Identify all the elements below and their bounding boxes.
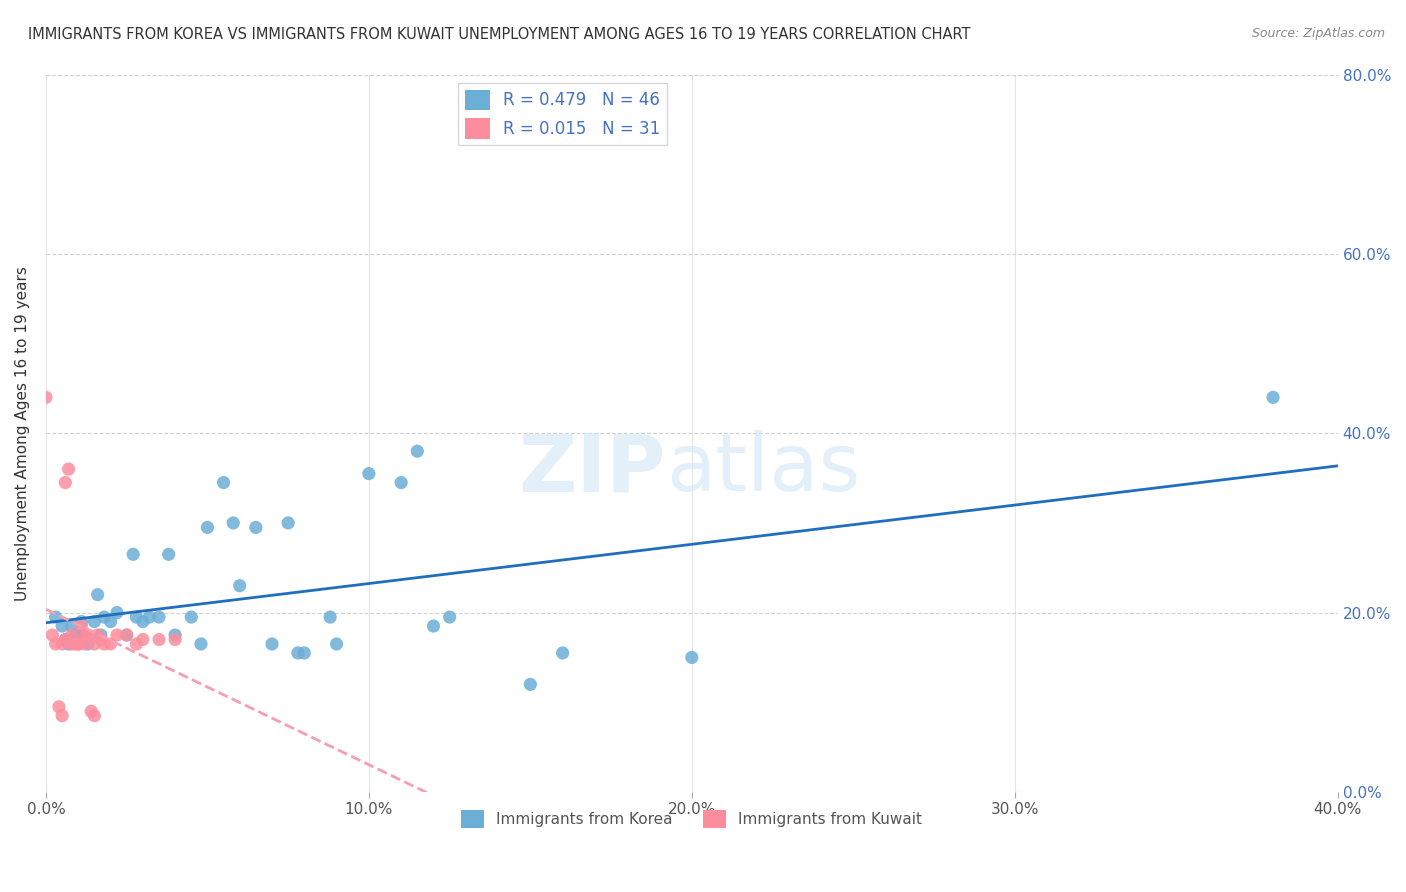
- Text: atlas: atlas: [666, 430, 860, 508]
- Point: [48, 699, 70, 714]
- Point: [70, 619, 93, 633]
- Point: [60, 619, 83, 633]
- Point: [681, 650, 703, 665]
- Point: [41, 628, 63, 642]
- Point: [105, 606, 128, 620]
- Point: [100, 615, 122, 629]
- Point: [70, 615, 93, 629]
- Point: [389, 475, 412, 490]
- Point: [90, 632, 112, 647]
- Point: [93, 610, 115, 624]
- Point: [228, 579, 250, 593]
- Point: [245, 520, 267, 534]
- Point: [148, 610, 170, 624]
- Point: [60, 637, 83, 651]
- Point: [132, 615, 155, 629]
- Point: [277, 516, 299, 530]
- Point: [157, 547, 180, 561]
- Point: [122, 547, 145, 561]
- Text: ZIP: ZIP: [519, 430, 666, 508]
- Point: [439, 610, 461, 624]
- Point: [53, 632, 76, 647]
- Point: [125, 637, 148, 651]
- Point: [45, 610, 67, 624]
- Point: [222, 516, 245, 530]
- Point: [51, 708, 73, 723]
- Point: [357, 467, 380, 481]
- Point: [80, 704, 103, 718]
- Point: [287, 646, 309, 660]
- Point: [60, 628, 83, 642]
- Point: [422, 619, 444, 633]
- Point: [77, 628, 100, 642]
- Point: [90, 628, 112, 642]
- Point: [73, 628, 96, 642]
- Text: IMMIGRANTS FROM KOREA VS IMMIGRANTS FROM KUWAIT UNEMPLOYMENT AMONG AGES 16 TO 19: IMMIGRANTS FROM KOREA VS IMMIGRANTS FROM…: [28, 27, 970, 42]
- Point: [260, 637, 283, 651]
- Point: [406, 444, 429, 458]
- Point: [148, 632, 170, 647]
- Point: [77, 637, 100, 651]
- Point: [83, 708, 105, 723]
- Point: [319, 610, 342, 624]
- Point: [67, 637, 90, 651]
- Point: [292, 646, 315, 660]
- Point: [35, 390, 58, 404]
- Point: [58, 462, 80, 476]
- Point: [63, 628, 86, 642]
- Point: [73, 628, 96, 642]
- Point: [197, 520, 219, 534]
- Point: [105, 628, 128, 642]
- Point: [132, 632, 155, 647]
- Point: [138, 610, 160, 624]
- Point: [519, 677, 541, 691]
- Point: [325, 637, 347, 651]
- Point: [83, 615, 105, 629]
- Point: [73, 637, 96, 651]
- Point: [58, 637, 80, 651]
- Point: [165, 628, 187, 642]
- Point: [63, 637, 86, 651]
- Point: [67, 637, 90, 651]
- Point: [53, 475, 76, 490]
- Point: [115, 628, 138, 642]
- Point: [67, 628, 90, 642]
- Point: [115, 628, 138, 642]
- Point: [165, 632, 187, 647]
- Point: [190, 637, 212, 651]
- Y-axis label: Unemployment Among Ages 16 to 19 years: Unemployment Among Ages 16 to 19 years: [15, 266, 30, 600]
- Point: [53, 632, 76, 647]
- Point: [212, 475, 235, 490]
- Point: [45, 637, 67, 651]
- Point: [1261, 390, 1284, 404]
- Point: [86, 588, 108, 602]
- Point: [86, 628, 108, 642]
- Point: [83, 637, 105, 651]
- Point: [100, 637, 122, 651]
- Point: [125, 610, 148, 624]
- Text: Source: ZipAtlas.com: Source: ZipAtlas.com: [1251, 27, 1385, 40]
- Point: [51, 619, 73, 633]
- Point: [51, 637, 73, 651]
- Point: [551, 646, 574, 660]
- Point: [93, 637, 115, 651]
- Legend: Immigrants from Korea, Immigrants from Kuwait: Immigrants from Korea, Immigrants from K…: [456, 804, 928, 835]
- Point: [180, 610, 202, 624]
